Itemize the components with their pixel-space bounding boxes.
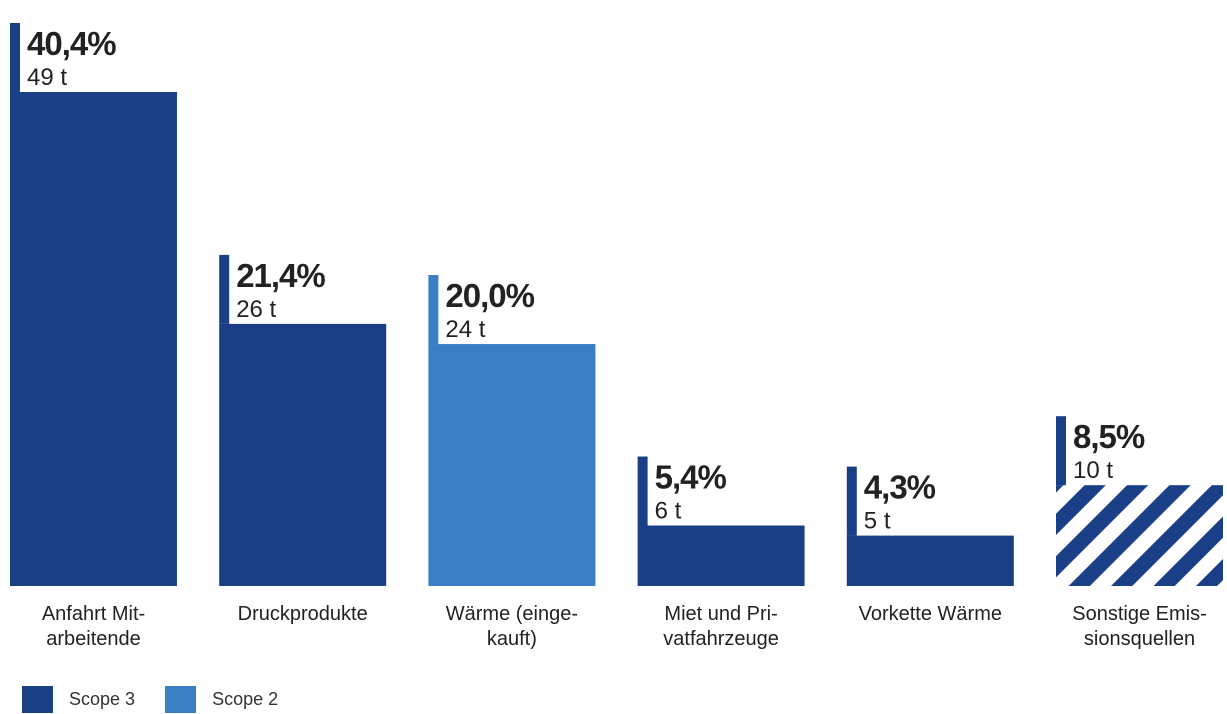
percent-label-2: 20,0%: [445, 277, 534, 314]
bar-0: [10, 92, 177, 586]
value-label-5: 10 t: [1073, 457, 1113, 484]
category-label-line-2-1: kauft): [487, 628, 537, 650]
legend-swatch-scope-2: [165, 685, 197, 713]
category-label-line-5-0: Sonstige Emis-: [1072, 603, 1207, 625]
category-label-0: Anfahrt Mit-arbeitende: [42, 603, 145, 650]
category-label-line-0-0: Anfahrt Mit-: [42, 603, 145, 625]
value-label-2: 24 t: [445, 316, 485, 343]
legend-item-scope-2: Scope 2: [165, 685, 279, 713]
bar-2: [428, 344, 596, 586]
bar-5: [1056, 485, 1223, 586]
bar-accent-5: [1056, 416, 1066, 486]
bar-1: [219, 323, 387, 586]
category-label-line-0-1: arbeitende: [46, 628, 141, 650]
legend: Scope 3 Scope 2: [22, 684, 308, 714]
category-label-4: Vorkette Wärme: [859, 603, 1002, 625]
bar-accent-0: [10, 23, 20, 92]
bar-4: [846, 535, 1014, 586]
legend-label-scope-2: Scope 2: [212, 688, 279, 709]
value-label-1: 26 t: [236, 296, 276, 323]
category-label-1: Druckprodukte: [238, 603, 368, 625]
category-label-2: Wärme (einge-kauft): [446, 603, 578, 650]
legend-item-scope-3: Scope 3: [22, 685, 136, 713]
category-label-5: Sonstige Emis-sionsquellen: [1072, 603, 1207, 650]
category-label-line-3-0: Miet und Pri-: [664, 603, 777, 625]
legend-label-scope-3: Scope 3: [69, 688, 136, 709]
bar-accent-3: [637, 456, 648, 526]
percent-label-3: 5,4%: [655, 459, 727, 496]
value-label-0: 49 t: [27, 64, 67, 91]
category-label-line-2-0: Wärme (einge-: [446, 603, 578, 625]
percent-label-5: 8,5%: [1073, 418, 1145, 455]
category-label-3: Miet und Pri-vatfahrzeuge: [663, 603, 779, 650]
bar-3: [637, 525, 805, 586]
category-label-line-4-0: Vorkette Wärme: [859, 603, 1002, 625]
category-label-line-3-1: vatfahrzeuge: [663, 628, 779, 650]
legend-swatch-scope-3: [22, 685, 53, 713]
percent-label-1: 21,4%: [236, 257, 325, 294]
category-label-line-1-0: Druckprodukte: [238, 603, 368, 625]
percent-label-0: 40,4%: [27, 25, 116, 62]
percent-label-4: 4,3%: [864, 469, 936, 506]
value-label-3: 6 t: [655, 498, 682, 525]
category-label-line-5-1: sionsquellen: [1084, 628, 1195, 650]
value-label-4: 5 t: [864, 508, 891, 535]
bar-accent-4: [846, 466, 857, 536]
bar-accent-2: [428, 275, 439, 345]
bar-accent-1: [219, 254, 230, 324]
